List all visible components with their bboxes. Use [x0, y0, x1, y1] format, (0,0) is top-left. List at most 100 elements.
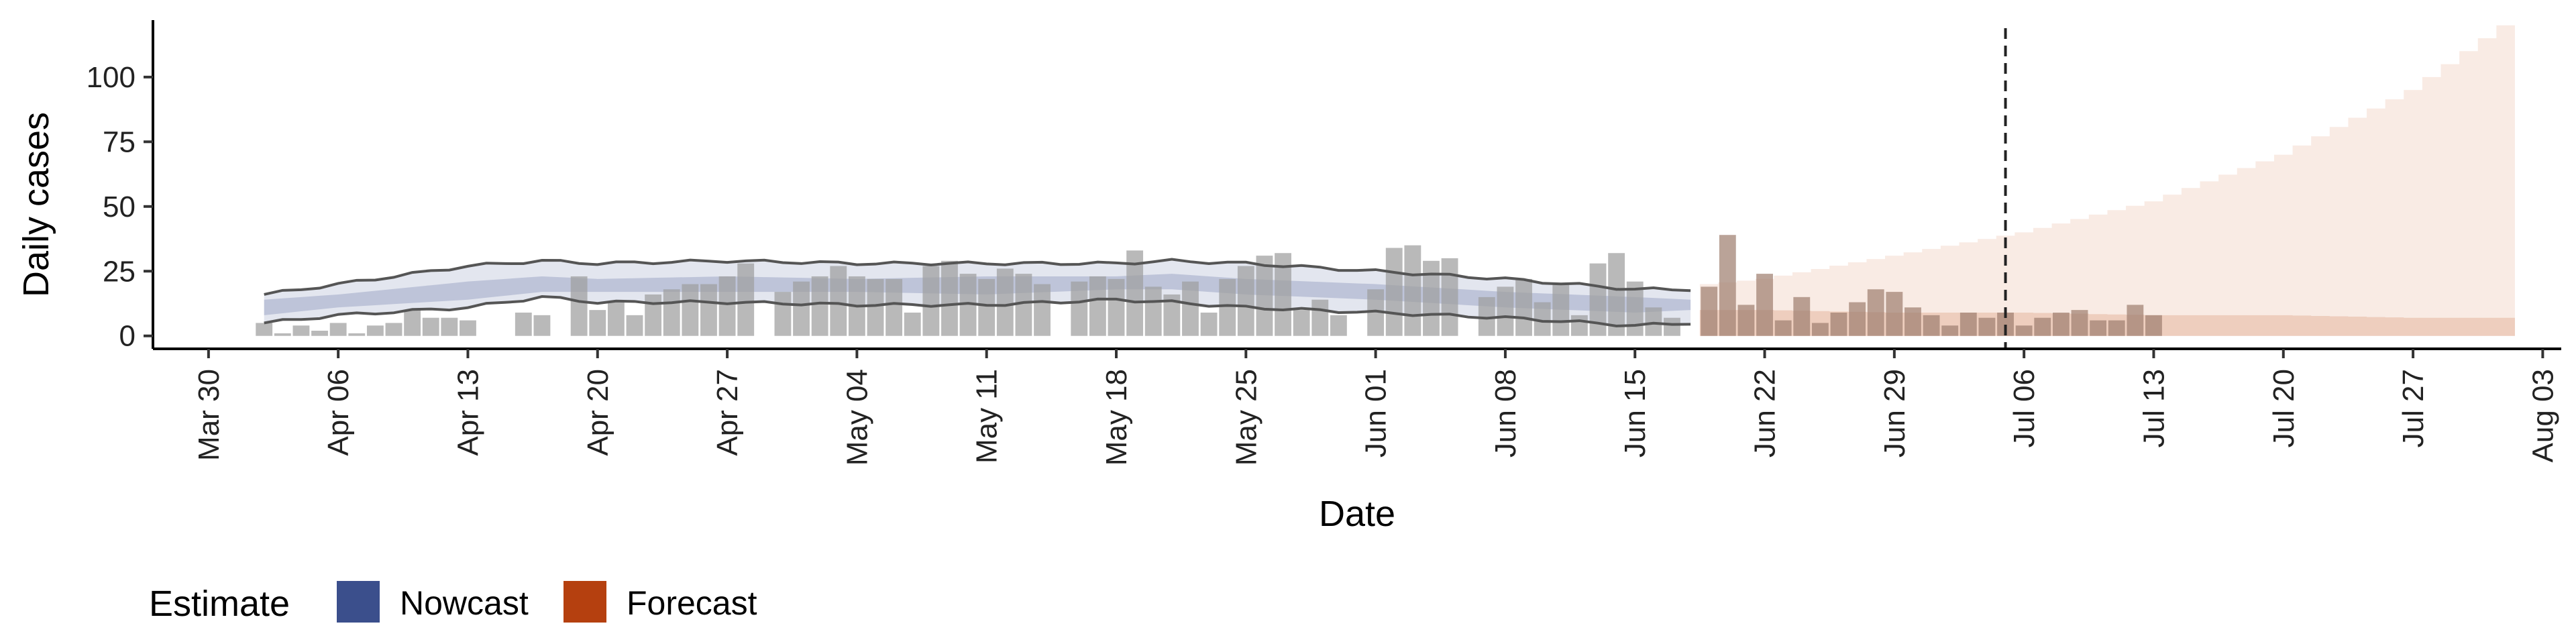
bar-83 — [1793, 297, 1811, 336]
bar-80 — [1737, 305, 1755, 336]
bar-34 — [885, 278, 903, 336]
x-tick-label-13: Jun 29 — [1878, 369, 1911, 458]
bar-5 — [348, 333, 366, 336]
bar-95 — [2015, 325, 2033, 336]
bar-40 — [996, 268, 1014, 336]
bar-18 — [589, 310, 606, 336]
bar-99 — [2090, 320, 2107, 336]
nowcast-inner-band — [264, 274, 1691, 315]
bar-48 — [1144, 286, 1162, 336]
bar-81 — [1756, 274, 1773, 336]
y-axis-title: Daily cases — [16, 112, 56, 297]
legend-title: Estimate — [149, 584, 290, 624]
bar-82 — [1774, 320, 1792, 336]
x-tick-label-4: Apr 27 — [711, 369, 744, 456]
bar-30 — [811, 276, 828, 336]
bar-91 — [1941, 325, 1959, 336]
bar-54 — [1256, 256, 1273, 336]
x-tick-label-6: May 11 — [971, 369, 1004, 464]
bar-101 — [2127, 305, 2144, 336]
bar-85 — [1830, 312, 1847, 336]
bar-97 — [2052, 312, 2070, 336]
x-tick-label-3: Apr 20 — [582, 369, 614, 456]
bar-57 — [1311, 299, 1329, 336]
y-tick-label-0: 0 — [119, 320, 136, 353]
forecast-inner-band — [1699, 310, 2515, 336]
bar-51 — [1200, 312, 1218, 336]
bar-26 — [737, 263, 755, 336]
y-tick-label-4: 100 — [87, 61, 136, 94]
bound-lines-group — [264, 258, 1691, 327]
bar-37 — [941, 260, 958, 336]
y-tick-label-3: 75 — [103, 125, 136, 158]
bar-17 — [570, 276, 588, 336]
bar-96 — [2034, 317, 2051, 336]
bar-56 — [1293, 310, 1310, 336]
bar-100 — [2108, 320, 2125, 336]
bar-36 — [922, 266, 940, 336]
x-tick-label-0: Mar 30 — [193, 369, 225, 461]
bar-42 — [1034, 284, 1051, 336]
bar-44 — [1071, 281, 1088, 336]
x-tick-label-14: Jul 06 — [2008, 369, 2041, 447]
legend: Estimate Nowcast Forecast — [149, 581, 757, 624]
x-axis-title: Date — [1319, 494, 1395, 534]
bar-24 — [700, 284, 717, 336]
bar-102 — [2145, 315, 2162, 336]
bar-11 — [460, 320, 476, 336]
nowcast-upper-line — [264, 258, 1691, 296]
bar-92 — [1960, 312, 1977, 336]
nowcast-outer-band — [264, 260, 1691, 326]
x-tick-label-1: Apr 06 — [322, 369, 355, 456]
bar-7 — [385, 323, 402, 336]
bar-22 — [663, 289, 680, 336]
bar-0 — [256, 323, 273, 336]
bar-9 — [422, 317, 439, 336]
x-tick-label-9: Jun 01 — [1360, 369, 1393, 458]
bar-3 — [311, 330, 328, 336]
legend-label-nowcast: Nowcast — [400, 584, 529, 622]
nowcast-lower-line — [264, 294, 1691, 327]
bar-89 — [1904, 307, 1921, 336]
x-tick-label-10: Jun 08 — [1489, 369, 1522, 458]
x-tick-label-17: Jul 27 — [2397, 369, 2430, 447]
bar-41 — [1015, 274, 1032, 336]
bar-50 — [1182, 281, 1199, 336]
x-tick-label-15: Jul 13 — [2137, 369, 2170, 447]
legend-label-forecast: Forecast — [627, 584, 757, 622]
bar-8 — [404, 310, 421, 336]
bar-76 — [1664, 317, 1680, 336]
bar-75 — [1645, 307, 1662, 336]
bar-46 — [1108, 278, 1125, 336]
bar-10 — [441, 317, 458, 336]
bar-93 — [1978, 317, 1996, 336]
bar-1 — [274, 333, 291, 336]
forecast-outer-band — [1699, 25, 2515, 336]
bar-86 — [1849, 302, 1866, 336]
x-tick-label-2: Apr 13 — [451, 369, 484, 456]
bar-63 — [1423, 260, 1440, 336]
bar-21 — [645, 294, 662, 336]
bar-58 — [1330, 315, 1347, 336]
bar-70 — [1552, 284, 1570, 336]
bar-68 — [1515, 278, 1532, 336]
bar-52 — [1219, 278, 1236, 336]
bar-29 — [793, 281, 810, 336]
bar-61 — [1385, 248, 1403, 336]
bar-98 — [2071, 310, 2088, 336]
x-tick-label-7: May 18 — [1100, 369, 1133, 466]
x-tick-label-8: May 25 — [1230, 369, 1263, 466]
bar-20 — [626, 315, 643, 336]
bar-19 — [607, 302, 625, 336]
bar-73 — [1608, 253, 1625, 336]
bar-90 — [1923, 315, 1940, 336]
bar-71 — [1570, 315, 1588, 336]
x-tick-label-18: Aug 03 — [2526, 369, 2559, 462]
bar-67 — [1497, 286, 1514, 336]
y-tick-label-1: 25 — [103, 255, 136, 288]
y-tick-label-2: 50 — [103, 191, 136, 223]
bar-88 — [1886, 292, 1903, 336]
bar-79 — [1719, 235, 1736, 336]
bar-53 — [1237, 266, 1254, 336]
